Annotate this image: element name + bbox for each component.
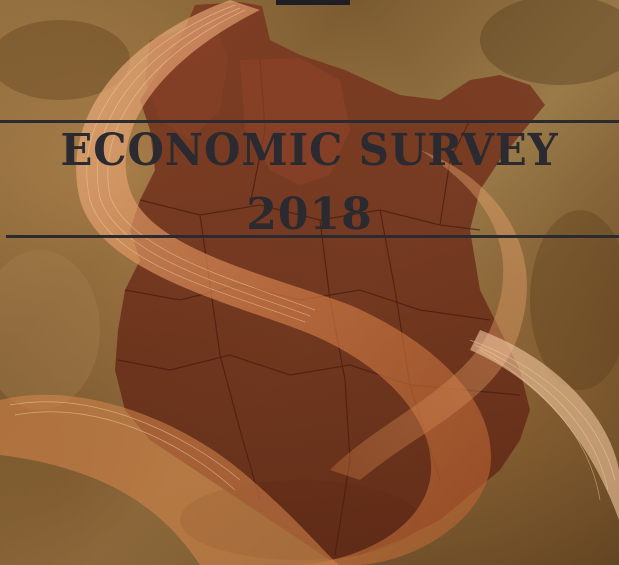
- cover-year: 2018: [246, 189, 373, 240]
- title-rule-bottom: [6, 235, 619, 238]
- cover-title: ECONOMIC SURVEY: [60, 125, 559, 176]
- title-rule-top: [0, 120, 619, 123]
- top-tab-mark: [276, 0, 350, 5]
